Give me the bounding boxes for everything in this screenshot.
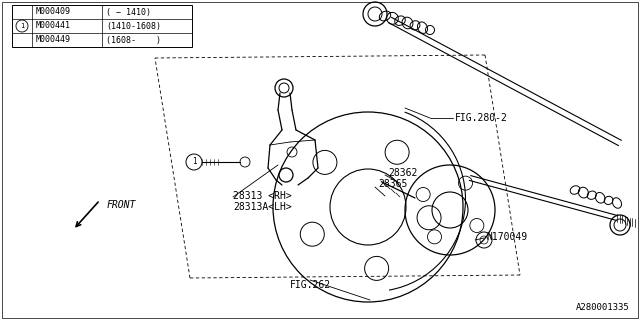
- Text: FIG.280-2: FIG.280-2: [455, 113, 508, 123]
- Text: M000409: M000409: [36, 7, 71, 17]
- Text: FIG.262: FIG.262: [289, 280, 331, 290]
- Text: M000441: M000441: [36, 21, 71, 30]
- Text: 28362: 28362: [388, 168, 417, 178]
- Text: (1410-1608): (1410-1608): [106, 21, 161, 30]
- Text: 1: 1: [20, 23, 24, 29]
- Text: ( − 1410): ( − 1410): [106, 7, 151, 17]
- Text: N170049: N170049: [486, 232, 527, 242]
- Text: (1608-    ): (1608- ): [106, 36, 161, 44]
- Text: FRONT: FRONT: [107, 200, 136, 210]
- Text: M000449: M000449: [36, 36, 71, 44]
- Text: 28365: 28365: [378, 179, 408, 189]
- Text: 28313 <RH>: 28313 <RH>: [233, 191, 292, 201]
- Bar: [12, 5, 192, 47]
- Text: 1: 1: [192, 157, 196, 166]
- Text: A280001335: A280001335: [576, 303, 630, 312]
- Text: 28313A<LH>: 28313A<LH>: [233, 202, 292, 212]
